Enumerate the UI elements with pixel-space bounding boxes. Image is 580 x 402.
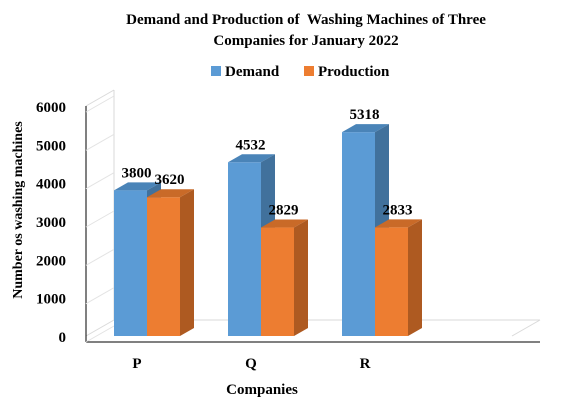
y-tick-label: 2000 <box>36 253 66 269</box>
y-axis-ticks: 0 1000 2000 3000 4000 5000 6000 <box>36 95 115 346</box>
bar-production-r: 2833 <box>375 202 422 336</box>
bar-front <box>147 197 180 336</box>
bar-top <box>375 219 422 228</box>
legend-label-demand: Demand <box>225 64 280 80</box>
bar-front <box>228 162 261 336</box>
y-gridline-diagonal <box>85 325 115 343</box>
y-gridline-diagonal <box>85 287 115 305</box>
floor-right-edge <box>511 319 541 337</box>
data-label: 3800 <box>122 165 152 181</box>
bar-front <box>342 132 375 336</box>
chart-title-line-2: Companies for January 2022 <box>213 33 398 49</box>
y-gridline-diagonal <box>85 210 115 228</box>
bar-top <box>114 182 161 191</box>
legend-swatch-production <box>304 66 314 76</box>
bar-top <box>228 154 275 163</box>
bar-top <box>261 219 308 228</box>
data-label: 3620 <box>155 172 185 188</box>
bar-production-p: 3620 <box>147 172 194 336</box>
bar-front <box>375 227 408 336</box>
x-tick-label: P <box>132 356 141 372</box>
bar-top <box>342 124 389 133</box>
y-gridline-diagonal <box>85 172 115 190</box>
y-gridline-diagonal <box>85 95 115 113</box>
y-tick-label: 5000 <box>36 138 66 154</box>
y-tick-label: 6000 <box>36 100 66 116</box>
bar-production-q: 2829 <box>261 203 308 336</box>
legend: Demand Production <box>211 64 390 80</box>
data-label: 5318 <box>350 107 380 123</box>
bar-front <box>261 227 294 336</box>
y-tick-label: 4000 <box>36 177 66 193</box>
chart-title-line-1: Demand and Production of Washing Machine… <box>126 12 486 28</box>
data-label: 4532 <box>236 137 266 153</box>
legend-label-production: Production <box>318 64 390 80</box>
y-tick-label: 0 <box>59 330 67 346</box>
y-gridline-diagonal <box>85 133 115 151</box>
bar-top <box>147 189 194 198</box>
bars: 3800 3620 4532 2829 5318 2833 <box>114 107 422 336</box>
data-label: 2833 <box>383 202 413 218</box>
y-axis-title: Number os washing machines <box>11 121 26 299</box>
data-label: 2829 <box>269 203 299 219</box>
y-tick-label: 3000 <box>36 215 66 231</box>
y-gridline-diagonal <box>85 248 115 266</box>
x-tick-label: R <box>360 356 371 372</box>
y-tick-label: 1000 <box>36 292 66 308</box>
x-axis-ticks: P Q R <box>132 356 370 372</box>
legend-swatch-demand <box>211 66 221 76</box>
bar-front <box>114 190 147 336</box>
bar-side <box>294 219 308 336</box>
x-tick-label: Q <box>245 356 257 372</box>
bar-side <box>408 219 422 336</box>
bar-side <box>180 189 194 336</box>
left-wall-edge <box>85 89 115 107</box>
x-axis-title: Companies <box>226 382 298 398</box>
floor-side-edge <box>85 319 115 337</box>
